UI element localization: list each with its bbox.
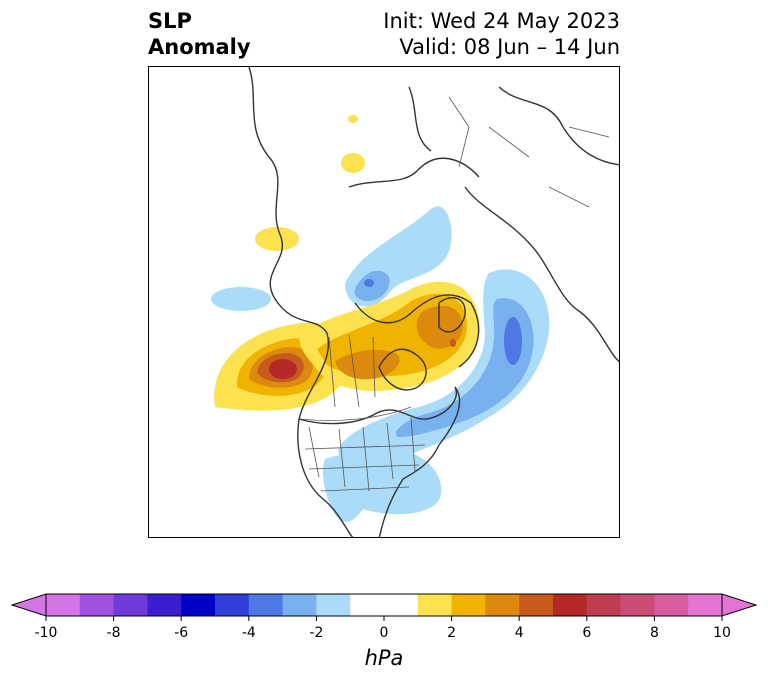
colorbar-tick-label: 6 [582,625,591,641]
colorbar-cells [10,593,758,617]
colorbar-ticks: -10 -8 -6 -4 -2 0 2 4 6 8 10 [35,616,731,641]
colorbar: -10 -8 -6 -4 -2 0 2 4 6 8 10 [10,593,758,641]
anomaly-map [211,67,619,537]
colorbar-cell [553,594,588,616]
positive-blob-arctic [341,153,365,173]
colorbar-tick-label: 0 [380,625,389,641]
colorbar-cell [586,594,622,616]
negative-anomaly-eastern-us [322,450,442,522]
valid-range: Valid: 08 Jun – 14 Jun [399,35,620,59]
colorbar-cell [451,594,486,616]
title-variable: SLP [148,9,192,33]
colorbar-cell [282,594,317,616]
colorbar-cell [79,594,115,616]
colorbar-tick-label: -4 [242,625,256,641]
colorbar-cell [519,594,554,616]
title-anomaly: Anomaly [148,35,251,59]
colorbar-cell [215,594,250,616]
colorbar-cell [620,594,655,616]
map-title-left: SLP Anomaly [148,8,251,60]
colorbar-tick-label: 2 [447,625,456,641]
colorbar-cell [248,594,284,616]
positive-blob-siberia [348,115,358,123]
colorbar-tick-label: -2 [309,625,323,641]
init-date: Init: Wed 24 May 2023 [383,9,620,33]
colorbar-tick-label: -8 [107,625,121,641]
colorbar-cell [654,594,689,616]
colorbar-cell [147,594,182,616]
colorbar-cell [181,594,216,616]
colorbar-over-arrow [721,593,758,617]
colorbar-cell [46,594,81,616]
colorbar-tick-label: 8 [650,625,659,641]
colorbar-tick-label: -6 [174,625,188,641]
colorbar-cell [417,594,453,616]
negative-blob-pacific [211,287,271,311]
colorbar-cell [485,594,520,616]
anomaly-fills [211,115,550,522]
colorbar-tick-label: -10 [35,625,58,641]
colorbar-under-arrow [10,593,47,617]
positive-blob-alaska [255,227,299,251]
colorbar-cell [688,594,723,616]
colorbar-tick-label: 10 [713,625,731,641]
colorbar-unit-label: hPa [364,646,404,670]
coastlines [248,67,619,537]
colorbar-cell [350,594,419,616]
map-title-right: Init: Wed 24 May 2023 Valid: 08 Jun – 14… [383,8,620,60]
colorbar-tick-label: 4 [515,625,524,641]
country-borders [298,96,610,492]
colorbar-cell [113,594,148,616]
map-panel [148,66,620,538]
colorbar-cell [316,594,351,616]
